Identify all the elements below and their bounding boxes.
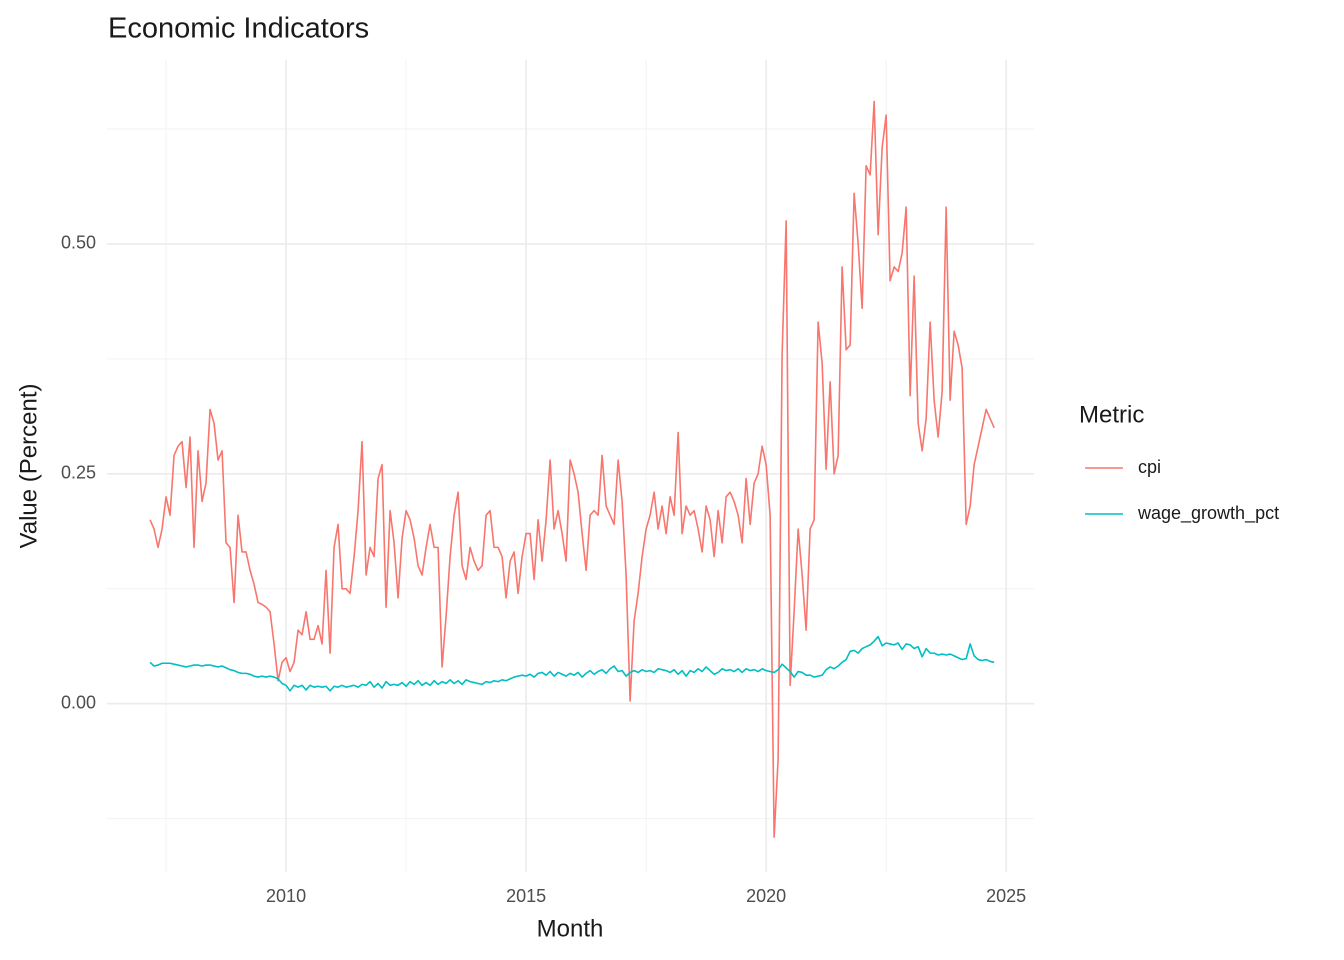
chart-title: Economic Indicators — [108, 13, 369, 45]
series-line — [149, 635, 995, 692]
legend-label: cpi — [1138, 457, 1161, 477]
y-axis-title: Value (Percent) — [15, 384, 42, 549]
legend: Metric cpi wage_growth_pct — [1079, 401, 1279, 523]
x-tick-label: 2015 — [506, 886, 546, 906]
x-tick-label: 2025 — [986, 886, 1026, 906]
grid — [107, 60, 1034, 872]
y-tick-label: 0.50 — [61, 233, 96, 253]
x-tick-label: 2020 — [746, 886, 786, 906]
y-tick-label: 0.00 — [61, 692, 96, 712]
series-line — [149, 100, 995, 838]
plot-lines — [149, 100, 995, 838]
x-tick-label: 2010 — [266, 886, 306, 906]
x-axis-title: Month — [537, 915, 604, 942]
legend-title: Metric — [1079, 401, 1144, 428]
y-tick-label: 0.25 — [61, 463, 96, 483]
legend-label: wage_growth_pct — [1137, 503, 1279, 524]
